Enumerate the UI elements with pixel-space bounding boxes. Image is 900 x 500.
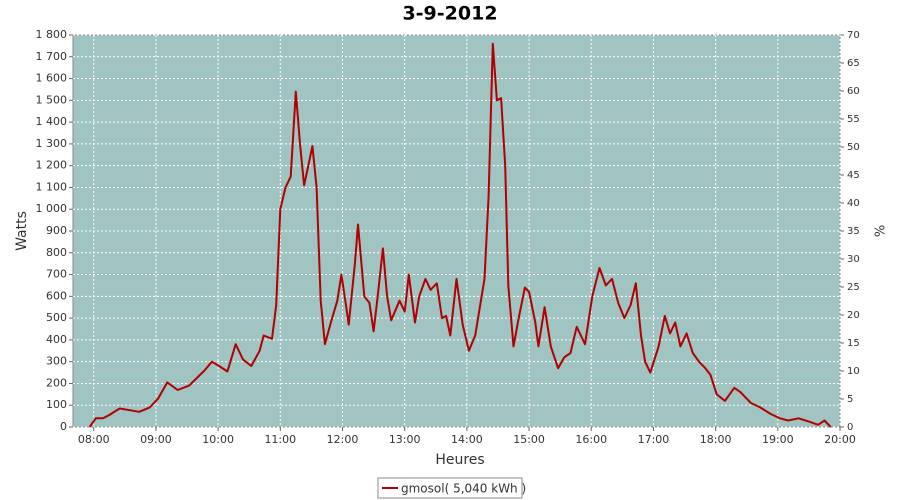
y2-tick-label: 55 (847, 114, 860, 125)
legend-label: gmosol( 5,040 kWh ) (401, 482, 526, 496)
y-tick-label: 400 (46, 333, 67, 346)
y2-tick-label: 10 (847, 366, 860, 377)
y-tick-label: 600 (46, 289, 67, 302)
legend: gmosol( 5,040 kWh ) (377, 477, 526, 499)
y2-tick-label: 25 (847, 282, 860, 293)
y2-tick-label: 50 (847, 142, 860, 153)
legend-box (377, 477, 523, 499)
y-tick-label: 1 000 (36, 202, 68, 215)
y2-tick-label: 65 (847, 58, 860, 69)
series-line (88, 42, 832, 428)
y-tick-label: 1 100 (36, 180, 68, 193)
y-tick-label: 1 600 (36, 72, 68, 85)
y-tick-label: 800 (46, 246, 67, 259)
y-tick-label: 900 (46, 224, 67, 237)
y-tick-label: 700 (46, 268, 67, 281)
y2-tick-label: 20 (847, 310, 860, 321)
x-tick-label: 13:00 (389, 433, 421, 446)
y-tick-label: 0 (60, 420, 67, 433)
x-tick-label: 08:00 (78, 433, 110, 446)
y-tick-label: 1 400 (36, 115, 68, 128)
y-tick-label: 300 (46, 355, 67, 368)
y-tick-label: 1 700 (36, 50, 68, 63)
y-tick-label: 1 200 (36, 159, 68, 172)
y-tick-label: 100 (46, 398, 67, 411)
y2-tick-label: 60 (847, 86, 860, 97)
y2-tick-label: 15 (847, 338, 860, 349)
y-tick-label: 1 300 (36, 137, 68, 150)
y-tick-label: 500 (46, 311, 67, 324)
x-tick-label: 16:00 (575, 433, 607, 446)
x-tick-label: 12:00 (327, 433, 359, 446)
y2-tick-label: 35 (847, 226, 860, 237)
x-tick-label: 17:00 (638, 433, 670, 446)
y2-tick-label: 70 (847, 30, 860, 41)
y-tick-label: 1 500 (36, 93, 68, 106)
chart-title: 3-9-2012 (402, 3, 497, 25)
y-tick-label: 1 800 (36, 28, 68, 41)
x-tick-label: 18:00 (700, 433, 732, 446)
y2-tick-label: 45 (847, 170, 860, 181)
x-tick-label: 20:00 (824, 433, 856, 446)
y2-tick-label: 5 (847, 394, 853, 405)
plot-area (72, 34, 841, 428)
x-tick-label: 09:00 (140, 433, 172, 446)
x-axis-label: Heures (435, 452, 484, 468)
x-tick-label: 19:00 (762, 433, 794, 446)
y2-tick-label: 0 (847, 422, 853, 433)
y-axis-label: Watts (14, 211, 30, 251)
x-tick-label: 11:00 (264, 433, 296, 446)
x-tick-label: 15:00 (513, 433, 545, 446)
x-tick-label: 10:00 (202, 433, 234, 446)
y2-tick-label: 30 (847, 254, 860, 265)
y2-tick-label: 40 (847, 198, 860, 209)
y2-axis-label: % (874, 225, 889, 237)
y-tick-label: 200 (46, 376, 67, 389)
x-tick-label: 14:00 (451, 433, 483, 446)
